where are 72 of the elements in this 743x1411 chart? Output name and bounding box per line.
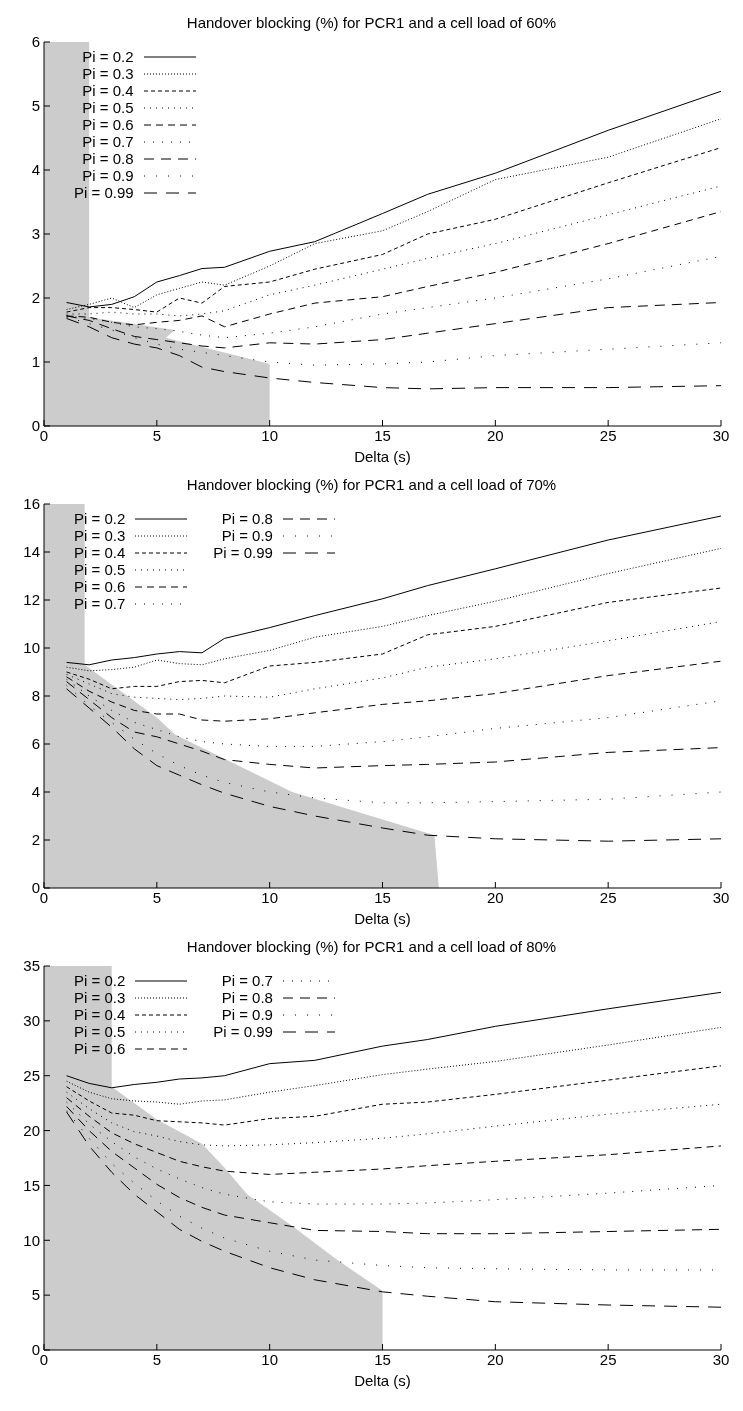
legend-label: Pi = 0.6 [74,578,126,595]
y-tick-label: 35 [23,957,40,975]
legend-label: Pi = 0.2 [74,510,126,527]
x-tick-label: 5 [152,1350,162,1368]
y-tick-label: 6 [31,33,40,51]
legend-label: Pi = 0.8 [221,510,273,527]
x-tick-label: 15 [374,1350,391,1368]
y-tick-label: 12 [23,591,40,609]
legend-label: Pi = 0.4 [74,1006,126,1023]
legend-label: Pi = 0.3 [82,65,134,82]
y-tick-label: 5 [31,97,40,115]
x-tick-label: 30 [712,1350,730,1368]
legend-label: Pi = 0.9 [221,527,273,544]
x-tick-label: 30 [712,888,730,906]
x-tick-label: 10 [261,1350,279,1368]
x-tick-label: 20 [486,1350,504,1368]
legend-label: Pi = 0.2 [82,48,134,65]
x-tick-label: 25 [599,426,617,444]
legend-label: Pi = 0.5 [74,561,126,578]
x-tick-label: 10 [261,426,279,444]
y-tick-label: 4 [31,783,40,801]
y-tick-label: 3 [31,225,40,243]
legend-label: Pi = 0.99 [74,184,134,201]
y-tick-label: 16 [23,495,40,513]
x-tick-label: 30 [712,426,730,444]
legend-label: Pi = 0.7 [82,133,134,150]
legend-label: Pi = 0.8 [82,150,134,167]
chart-title: Handover blocking (%) for PCR1 and a cell load of 60% [185,14,558,31]
chart-title: Handover blocking (%) for PCR1 and a cell load of 80% [185,938,558,955]
x-axis-title: Delta (s) [353,1372,412,1389]
chart-title: Handover blocking (%) for PCR1 and a cell load of 70% [185,476,558,493]
y-tick-label: 1 [31,353,40,371]
y-tick-label: 4 [31,161,40,179]
x-tick-label: 20 [486,888,504,906]
legend-label: Pi = 0.8 [221,989,273,1006]
legend-label: Pi = 0.9 [82,167,134,184]
legend-label: Pi = 0.7 [74,595,126,612]
y-tick-label: 25 [23,1067,40,1085]
legend-label: Pi = 0.4 [82,82,134,99]
y-tick-label: 8 [31,687,40,705]
y-tick-label: 2 [31,831,40,849]
x-axis-title: Delta (s) [353,910,412,927]
x-tick-label: 25 [599,1350,617,1368]
legend-label: Pi = 0.6 [82,116,134,133]
x-tick-label: 10 [261,888,279,906]
legend-label: Pi = 0.7 [221,972,273,989]
y-tick-label: 2 [31,289,40,307]
legend-label: Pi = 0.5 [74,1023,126,1040]
legend-label: Pi = 0.99 [213,544,273,561]
legend-label: Pi = 0.2 [74,972,126,989]
legend-label: Pi = 0.99 [213,1023,273,1040]
x-tick-label: 20 [486,426,504,444]
y-tick-label: 14 [23,543,40,561]
x-tick-label: 15 [374,888,391,906]
legend-label: Pi = 0.5 [82,99,134,116]
x-tick-label: 15 [374,426,391,444]
y-tick-label: 10 [23,639,40,657]
y-tick-label: 5 [31,1286,40,1304]
x-tick-label: 25 [599,888,617,906]
x-tick-label: 5 [152,888,162,906]
legend-label: Pi = 0.9 [221,1006,273,1023]
y-tick-label: 6 [31,735,40,753]
legend-label: Pi = 0.3 [74,989,126,1006]
x-tick-label: 5 [152,426,162,444]
legend-label: Pi = 0.4 [74,544,126,561]
y-tick-label: 10 [23,1231,40,1249]
legend-label: Pi = 0.6 [74,1040,126,1057]
y-tick-label: 20 [23,1121,40,1139]
legend-label: Pi = 0.3 [74,527,126,544]
y-tick-label: 30 [23,1012,40,1030]
x-axis-title: Delta (s) [353,448,412,465]
y-tick-label: 15 [23,1176,40,1194]
